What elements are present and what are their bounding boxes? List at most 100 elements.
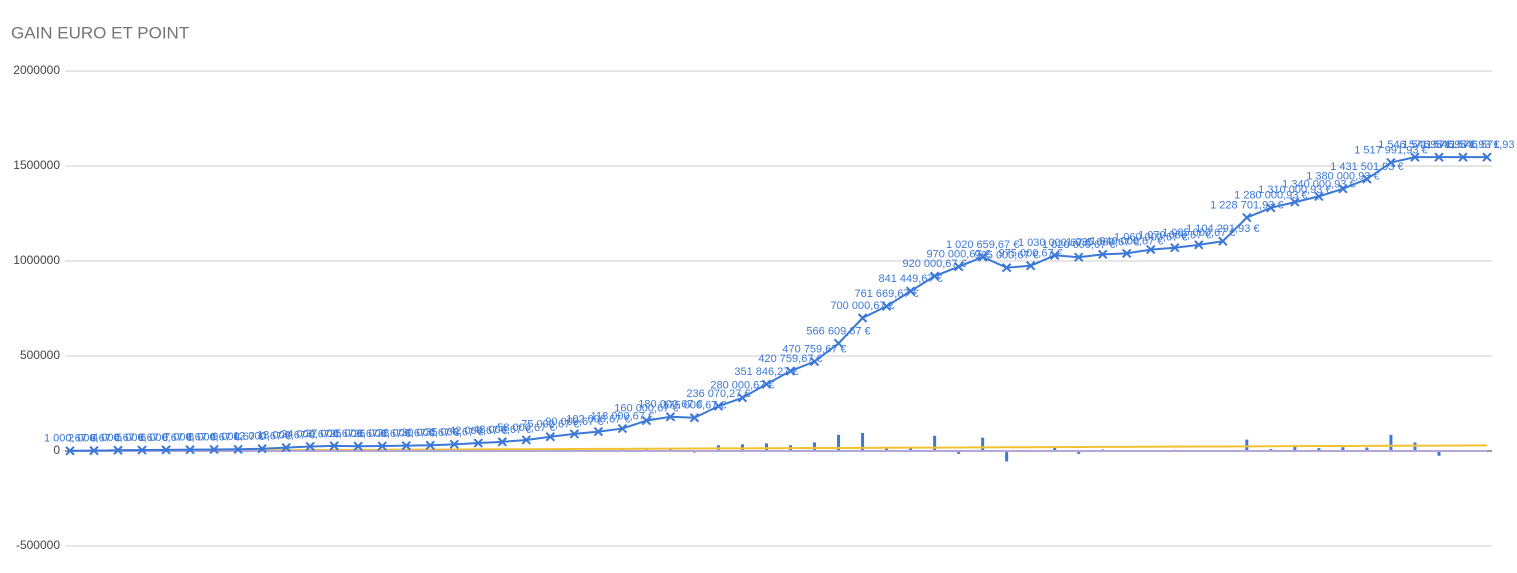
bar <box>1437 451 1441 456</box>
marker <box>761 379 772 389</box>
bar <box>909 448 913 451</box>
data-label: 1 546 571,93 € <box>1426 139 1499 151</box>
marker <box>233 444 243 454</box>
marker <box>161 445 171 455</box>
data-label: 48 000,67 € <box>473 424 531 436</box>
data-label: 236 070,27 € <box>686 388 750 400</box>
data-label: 975 000,67 € <box>999 248 1063 260</box>
data-label: 4 000,67 € <box>92 432 144 444</box>
data-label: 5 000,67 € <box>116 432 168 444</box>
data-label: 25 000,67 € <box>329 428 387 440</box>
marker <box>1170 242 1180 253</box>
bar <box>1389 434 1393 451</box>
data-label: 160 000,67 € <box>614 403 678 415</box>
marker <box>737 393 748 403</box>
data-label: 1 546 571,93 € <box>1450 139 1517 151</box>
marker <box>89 445 99 456</box>
data-label: 700 000,67 € <box>830 300 894 312</box>
bar <box>1413 442 1417 451</box>
marker <box>569 429 580 439</box>
marker <box>1001 262 1012 273</box>
marker <box>281 442 291 453</box>
marker <box>833 338 844 349</box>
data-label: 420 759,67 € <box>758 353 822 365</box>
data-label: 27 000,67 € <box>305 428 363 440</box>
marker <box>185 444 195 455</box>
data-label: 26 000,67 € <box>353 428 411 440</box>
data-label: 18 000,67 € <box>257 429 315 441</box>
bar <box>1365 447 1369 451</box>
bar <box>813 442 817 451</box>
marker <box>1386 157 1396 168</box>
marker <box>1049 250 1060 261</box>
data-label: 1 228 701,93 € <box>1210 199 1283 211</box>
marker <box>209 444 219 455</box>
marker <box>1266 203 1276 213</box>
data-label: 102 000,67 € <box>566 414 630 426</box>
bar <box>764 443 768 451</box>
marker <box>1362 174 1372 184</box>
marker <box>521 435 532 445</box>
bar <box>837 434 841 451</box>
data-label: 1 030 000,67 € <box>1018 237 1091 249</box>
bar <box>933 435 937 451</box>
data-label: 1 070 000,67 € <box>1138 230 1211 242</box>
marker <box>977 252 988 262</box>
marker <box>65 446 75 456</box>
data-label: 1 060 000,67 € <box>1114 232 1187 244</box>
data-label: 175 000,67 € <box>662 400 726 412</box>
data-label: 970 000,67 € <box>927 249 991 261</box>
data-label: 1 000,67 € <box>44 433 96 445</box>
marker <box>545 432 556 442</box>
marker <box>617 423 628 434</box>
data-label: 58 000,67 € <box>497 422 555 434</box>
marker <box>1242 212 1252 223</box>
bar <box>885 448 889 451</box>
data-label: 9 000,67 € <box>212 431 264 443</box>
data-label: 351 846,27 € <box>734 366 798 378</box>
bar <box>1245 439 1249 451</box>
data-label: 841 449,67 € <box>878 273 942 285</box>
data-label: 6 000,67 € <box>140 432 192 444</box>
bar <box>1341 447 1345 451</box>
marker <box>1098 249 1108 260</box>
data-label: 180 000,67 € <box>638 399 702 411</box>
y-tick-label: 0 <box>53 443 60 457</box>
data-label: 1 085 000,67 € <box>1162 227 1235 239</box>
data-label: 8 000,67 € <box>188 431 240 443</box>
data-label: 42 000,67 € <box>449 425 507 437</box>
data-label: 1 431 501,93 € <box>1330 161 1403 173</box>
marker <box>1074 252 1084 262</box>
data-label: 2 000,67 € <box>68 433 120 445</box>
bar <box>957 451 961 454</box>
data-label: 118 000,67 € <box>591 410 654 422</box>
data-label: 1 546 571,93 € <box>1378 139 1451 151</box>
y-tick-label: 1000000 <box>13 253 60 267</box>
marker <box>665 412 676 422</box>
data-label: 7 000,67 € <box>164 432 216 444</box>
marker <box>1338 184 1348 194</box>
marker <box>1218 236 1228 246</box>
marker <box>689 413 700 423</box>
data-label: 24 000,67 € <box>281 428 339 440</box>
marker <box>1314 191 1324 202</box>
marker <box>929 271 940 281</box>
marker <box>1434 152 1444 162</box>
marker <box>425 440 435 451</box>
marker <box>1482 152 1492 162</box>
marker <box>1410 152 1420 162</box>
data-label: 920 000,67 € <box>902 258 966 270</box>
data-label: 1 380 000,93 € <box>1306 171 1379 183</box>
bar <box>1317 448 1321 451</box>
marker <box>809 356 820 367</box>
marker <box>785 366 796 376</box>
marker <box>881 301 892 311</box>
bar <box>1053 447 1057 451</box>
line <box>69 156 1487 452</box>
marker <box>713 401 724 411</box>
data-label: 1 340 000,93 € <box>1282 178 1355 190</box>
marker <box>953 261 964 272</box>
marker <box>377 441 387 451</box>
marker <box>473 438 483 448</box>
